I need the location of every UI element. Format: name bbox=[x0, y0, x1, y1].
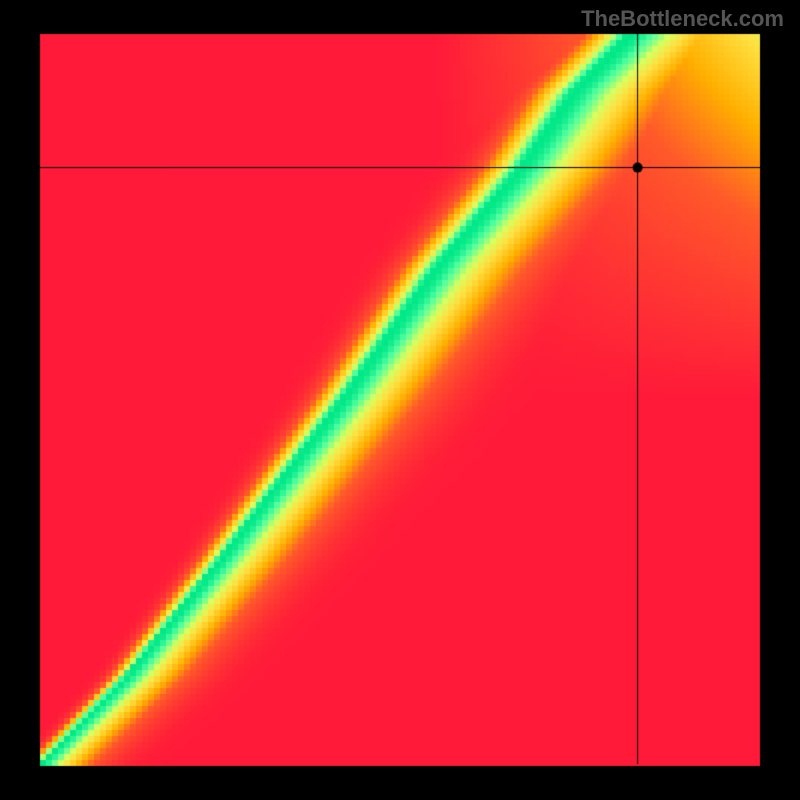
figure-container: TheBottleneck.com bbox=[0, 0, 800, 800]
heatmap-canvas bbox=[0, 0, 800, 800]
watermark-text: TheBottleneck.com bbox=[581, 6, 784, 32]
